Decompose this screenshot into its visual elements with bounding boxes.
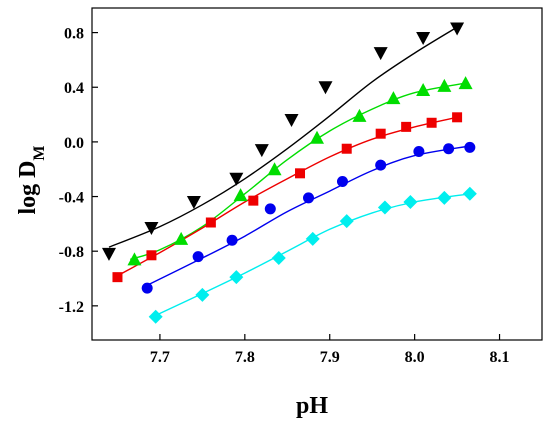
data-point-triangle-up	[310, 130, 324, 144]
data-point-diamond	[377, 200, 392, 215]
y-tick-label: 0.8	[64, 26, 84, 43]
data-point-circle	[464, 141, 476, 153]
data-point-triangle-down	[318, 81, 333, 95]
data-point-diamond	[148, 309, 163, 324]
data-point-triangle-up	[437, 78, 452, 92]
data-point-diamond	[305, 231, 320, 246]
y-axis-title: log DM	[15, 145, 48, 214]
y-tick-label: 0.4	[64, 80, 84, 97]
data-point-triangle-down	[416, 32, 431, 46]
fit-curve-series-3	[117, 116, 458, 277]
data-point-triangle-down	[186, 196, 201, 210]
data-point-square	[375, 128, 386, 139]
data-point-square	[205, 217, 216, 228]
data-point-diamond	[195, 287, 210, 302]
data-point-square	[341, 143, 352, 154]
plot-frame	[91, 7, 543, 341]
data-point-diamond	[271, 251, 286, 266]
y-tick-label: -0.4	[59, 190, 84, 207]
data-point-triangle-up	[352, 108, 367, 122]
data-point-triangle-down	[373, 47, 388, 61]
data-point-diamond	[229, 270, 244, 285]
data-point-square	[426, 117, 437, 128]
y-axis-title-main: log D	[15, 161, 41, 215]
data-point-triangle-up	[416, 82, 431, 96]
y-ticks: -1.2 -0.8 -0.4 0.0 0.4 0.8	[59, 26, 98, 316]
data-point-square	[146, 250, 157, 261]
data-point-diamond	[437, 190, 452, 205]
x-ticks: 7.7 7.8 7.9 8.0 8.1	[150, 334, 510, 366]
x-tick-label: 7.9	[320, 349, 340, 366]
data-point-circle	[375, 159, 387, 171]
y-tick-label: -0.8	[59, 244, 84, 261]
data-point-square	[248, 195, 259, 206]
data-point-square	[452, 112, 463, 123]
x-tick-label: 7.7	[150, 349, 170, 366]
data-point-triangle-down	[450, 22, 465, 36]
data-point-triangle-down	[101, 247, 116, 261]
data-point-circle	[303, 192, 315, 204]
fit-curves	[108, 26, 470, 317]
data-point-circle	[226, 234, 238, 246]
data-point-square	[295, 168, 306, 179]
x-tick-label: 8.1	[490, 349, 510, 366]
data-point-triangle-up	[174, 231, 189, 245]
data-point-circle	[141, 282, 153, 294]
data-points	[101, 22, 477, 324]
data-point-circle	[192, 251, 204, 263]
data-point-triangle-up	[233, 188, 248, 202]
y-tick-label: 0.0	[64, 135, 84, 152]
data-point-diamond	[403, 195, 418, 210]
x-tick-label: 7.8	[235, 349, 255, 366]
data-point-triangle-up	[267, 162, 282, 176]
data-point-triangle-up	[127, 252, 142, 266]
fit-curve-series-1	[108, 26, 458, 248]
data-point-triangle-up	[458, 76, 473, 90]
data-point-square	[112, 272, 123, 283]
data-point-circle	[264, 203, 276, 215]
data-point-triangle-down	[144, 221, 159, 235]
data-point-triangle-up	[386, 91, 401, 105]
data-point-circle	[413, 145, 425, 157]
y-tick-label: -1.2	[59, 299, 84, 316]
svg-text:log DM: log DM	[15, 145, 48, 214]
x-axis-title: pH	[296, 393, 328, 419]
data-point-circle	[443, 143, 455, 155]
y-axis-title-subscript: M	[31, 145, 48, 160]
x-tick-label: 8.0	[405, 349, 425, 366]
data-point-triangle-down	[229, 172, 244, 186]
data-point-triangle-down	[284, 114, 299, 128]
fit-curve-series-2	[129, 82, 466, 261]
data-point-diamond	[462, 186, 477, 201]
data-point-diamond	[339, 214, 354, 229]
data-point-square	[401, 121, 412, 132]
data-point-triangle-down	[254, 144, 269, 158]
data-point-circle	[336, 176, 348, 188]
